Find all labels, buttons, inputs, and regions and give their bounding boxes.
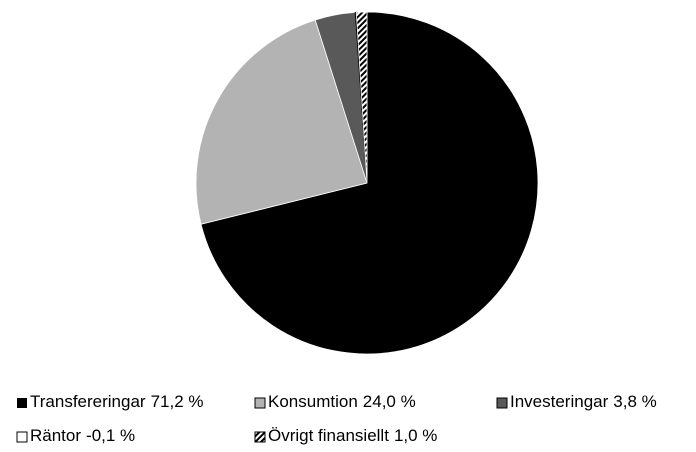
pie-slice: [355, 11, 368, 184]
legend-label: Övrigt finansiellt 1,0 %: [268, 426, 437, 445]
legend-swatch: [254, 431, 266, 443]
legend-swatch: [17, 398, 27, 408]
legend-swatch: [496, 397, 508, 409]
legend-value: 24,0 %: [363, 392, 416, 411]
legend-label: Räntor -0,1 %: [30, 426, 135, 445]
legend-label: Konsumtion 24,0 %: [268, 392, 416, 411]
legend-value: -0,1 %: [86, 426, 135, 445]
legend-name: Övrigt finansiellt: [268, 426, 389, 445]
legend-name: Konsumtion: [268, 392, 358, 411]
legend-value: 71,2 %: [151, 392, 204, 411]
legend-name: Investeringar: [510, 392, 609, 411]
pie-slice: [200, 11, 539, 355]
legend-name: Transfereringar: [30, 392, 146, 411]
legend-value: 1,0 %: [394, 426, 437, 445]
legend-value: 3,8 %: [613, 392, 656, 411]
legend-swatch: [254, 397, 266, 409]
legend-label: Transfereringar 71,2 %: [30, 392, 204, 411]
pie-slice: [195, 19, 368, 225]
legend-swatch: [16, 431, 28, 443]
legend-label: Investeringar 3,8 %: [510, 392, 657, 411]
legend-name: Räntor: [30, 426, 81, 445]
